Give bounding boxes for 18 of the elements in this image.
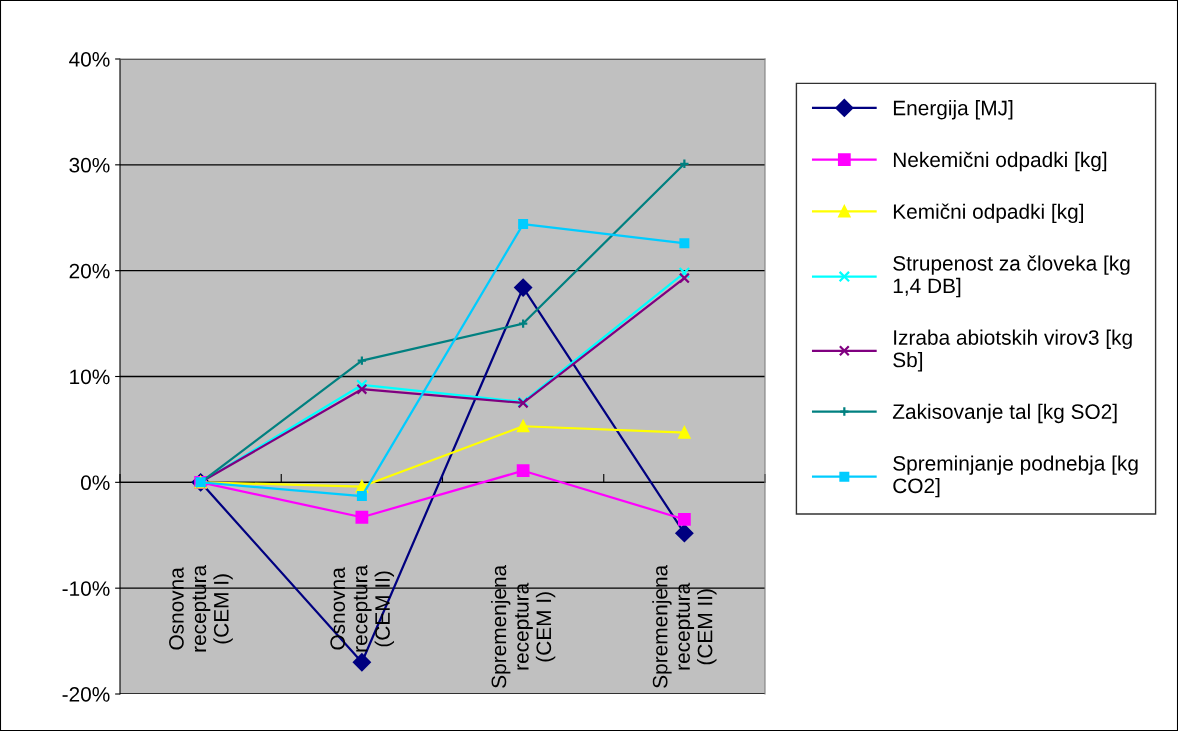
y-tick-label: 0% [80,475,110,491]
y-tick-label: 20% [69,263,110,279]
y-tick-label: -20% [62,687,110,702]
legend-label: Izraba abiotskih virov3 [kg Sb] [893,329,1132,372]
legend-label: Nekemični odpadki [kg] [893,151,1107,172]
x-tick-label: Osnovna receptura (CEM II) [330,564,395,652]
legend-label: Energija [MJ] [893,100,1013,120]
legend-label: Zakisovanje tal [kg SO2] [892,403,1117,424]
legend-label: Kemični odpadki [kg] [893,203,1083,224]
y-tick-label: -10% [62,581,110,596]
legend-label: Strupenost za človeka [kg 1,4 DB] [893,255,1130,298]
x-tick-label: Spremenjena receptura (CEM I) [490,564,556,688]
y-tick-label: 30% [69,157,110,173]
y-tick-label: 40% [69,52,110,67]
x-tick-label: Osnovna receptura (CEM I) [169,564,233,652]
legend-label: Spreminjanje podnebja [kg CO2] [893,455,1138,498]
y-tick-label: 10% [70,369,110,385]
x-tick-label: Spremenjena receptura (CEM II) [652,564,717,688]
